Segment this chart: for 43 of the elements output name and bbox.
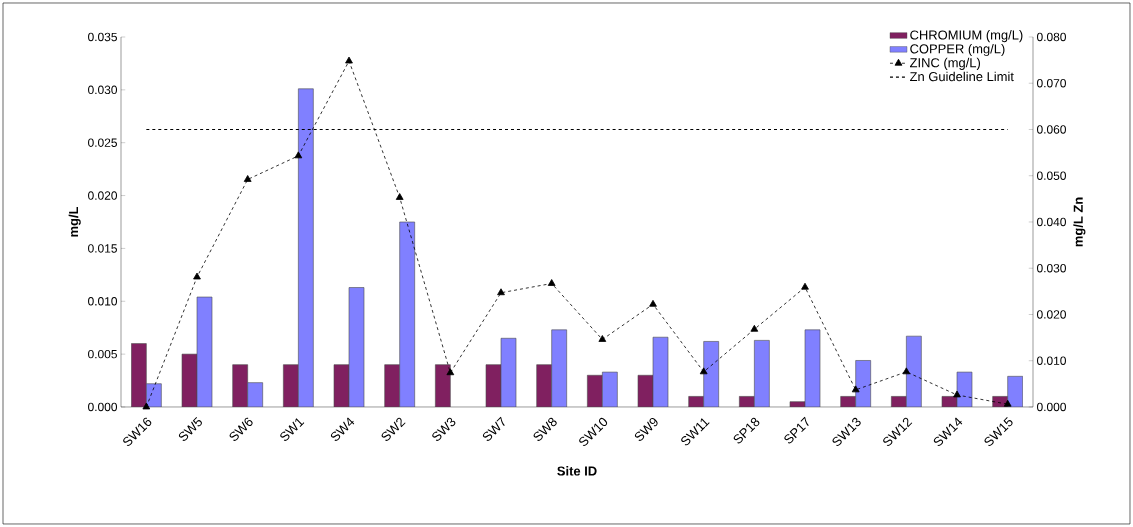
point bbox=[750, 324, 759, 332]
legend-label: ZINC (mg/L) bbox=[909, 57, 981, 70]
point bbox=[801, 282, 809, 290]
legend-label: Zn Guideline Limit bbox=[909, 71, 1014, 82]
point bbox=[851, 385, 860, 393]
y2-tick-label: 0.040 bbox=[1037, 217, 1066, 227]
y-tick-label: 0.035 bbox=[88, 32, 117, 42]
point bbox=[902, 367, 911, 375]
point bbox=[1003, 399, 1012, 407]
y2-tick-label: 0.030 bbox=[1037, 264, 1066, 273]
y2-tick-label: 0.050 bbox=[1037, 171, 1066, 180]
point bbox=[953, 390, 961, 398]
y-tick-label: 0.025 bbox=[88, 138, 117, 147]
y2-axis-title: mg/L Zn bbox=[1073, 197, 1086, 247]
point bbox=[446, 368, 455, 376]
point bbox=[243, 175, 252, 182]
point bbox=[193, 272, 201, 280]
y2-tick-label: 0.010 bbox=[1037, 356, 1066, 365]
point bbox=[294, 151, 303, 159]
y-tick-label: 0.000 bbox=[88, 402, 118, 412]
point bbox=[547, 279, 556, 286]
y-tick-label: 0.010 bbox=[88, 297, 118, 306]
y2-tick-label: 0.020 bbox=[1037, 310, 1066, 319]
point bbox=[497, 288, 505, 296]
y-axis-title: mg/L bbox=[68, 206, 81, 237]
legend-label: CHROMIUM (mg/L) bbox=[910, 30, 1023, 43]
point bbox=[649, 299, 657, 307]
y-tick-label: 0.030 bbox=[88, 85, 118, 95]
y2-tick-label: 0.060 bbox=[1037, 125, 1066, 134]
y2-tick-label: 0.070 bbox=[1037, 79, 1066, 88]
point bbox=[345, 56, 353, 64]
point bbox=[395, 193, 404, 200]
y2-tick-label: 0.000 bbox=[1037, 402, 1066, 412]
point bbox=[699, 367, 708, 375]
point bbox=[142, 402, 151, 410]
y-tick-label: 0.015 bbox=[88, 244, 117, 253]
bar bbox=[435, 364, 451, 407]
y2-tick-label: 0.080 bbox=[1037, 32, 1066, 42]
y-tick-label: 0.020 bbox=[88, 191, 118, 200]
y-tick-label: 0.005 bbox=[88, 349, 117, 359]
x-axis-title: Site ID bbox=[557, 466, 597, 476]
point bbox=[598, 335, 607, 342]
legend-label: COPPER (mg/L) bbox=[910, 43, 1005, 57]
